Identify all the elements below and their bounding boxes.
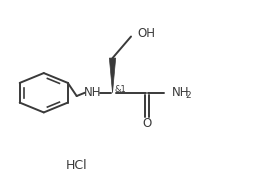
Text: OH: OH	[138, 27, 156, 40]
Polygon shape	[109, 58, 116, 93]
Text: 2: 2	[186, 91, 191, 100]
Text: O: O	[142, 117, 151, 130]
Text: &1: &1	[115, 85, 126, 93]
Text: NH: NH	[83, 86, 101, 99]
Text: HCl: HCl	[66, 159, 88, 172]
Text: NH: NH	[172, 86, 190, 99]
